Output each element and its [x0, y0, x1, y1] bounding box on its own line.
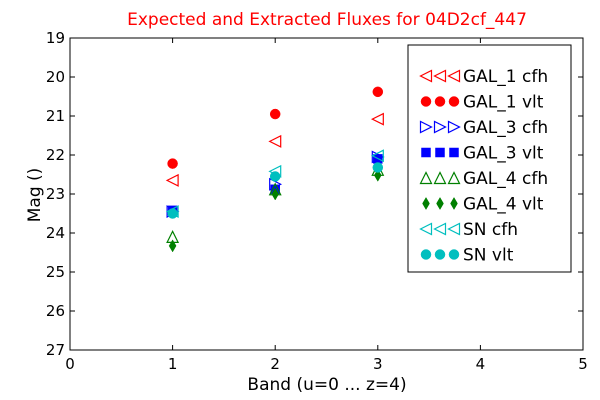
legend-label: GAL_3 cfh — [463, 118, 548, 138]
legend-marker — [447, 120, 461, 134]
legend-box — [407, 44, 572, 273]
x-tick-label: 2 — [270, 355, 280, 373]
data-point — [268, 134, 282, 148]
legend-marker — [435, 147, 445, 158]
legend-label: GAL_1 cfh — [463, 67, 548, 87]
y-tick-label: 23 — [46, 185, 65, 203]
legend-marker — [419, 69, 433, 83]
legend-label: GAL_4 vlt — [463, 195, 544, 215]
legend-marker — [447, 69, 461, 83]
legend-item: GAL_4 cfh — [419, 169, 548, 189]
y-tick-label: 27 — [46, 341, 65, 359]
legend-marker — [420, 249, 432, 260]
legend-label: GAL_3 vlt — [463, 144, 544, 164]
legend-label: GAL_4 cfh — [463, 169, 548, 189]
y-tick-label: 21 — [46, 107, 65, 125]
legend-marker — [419, 171, 433, 185]
x-axis-label: Band (u=0 ... z=4) — [247, 375, 406, 395]
x-tick-label: 5 — [578, 355, 588, 373]
x-tick-label: 0 — [65, 355, 75, 373]
data-point — [269, 171, 281, 182]
series-sn-vlt — [167, 162, 384, 219]
data-point — [167, 208, 178, 219]
x-tick-label: 1 — [168, 355, 178, 373]
legend-marker — [448, 249, 460, 260]
legend-label: SN vlt — [463, 246, 514, 266]
data-point — [168, 239, 177, 253]
legend-marker — [433, 120, 447, 134]
y-tick-label: 26 — [46, 302, 65, 320]
legend-item: GAL_1 vlt — [420, 93, 544, 113]
legend-label: GAL_1 vlt — [463, 93, 544, 113]
y-tick-label: 20 — [46, 68, 65, 86]
legend-item: GAL_3 vlt — [421, 144, 544, 164]
y-tick-label: 24 — [46, 224, 65, 242]
legend-marker — [447, 222, 461, 236]
x-tick-label: 4 — [476, 355, 486, 373]
legend-marker — [422, 197, 430, 210]
legend-marker — [419, 222, 433, 236]
legend-marker — [433, 222, 447, 236]
legend-marker — [447, 171, 461, 185]
data-point — [372, 162, 384, 173]
legend-marker — [436, 197, 444, 210]
data-point — [370, 112, 384, 126]
legend-marker — [434, 96, 446, 107]
series-gal-1-vlt — [167, 86, 384, 169]
legend-marker — [433, 69, 447, 83]
y-tick-label: 22 — [46, 146, 65, 164]
data-point — [269, 108, 281, 120]
data-point — [370, 149, 384, 163]
legend-item: GAL_3 cfh — [419, 118, 548, 138]
legend-marker — [419, 120, 433, 134]
legend: GAL_1 cfh GAL_1 vlt GAL_3 cfh GAL_3 vlt GAL_… — [407, 44, 572, 273]
legend-label: SN cfh — [463, 220, 518, 240]
legend-item: SN vlt — [420, 246, 514, 266]
legend-marker — [420, 96, 432, 107]
legend-marker — [450, 197, 458, 210]
data-point — [165, 173, 179, 187]
series-gal-1-cfh — [165, 112, 384, 187]
chart-title: Expected and Extracted Fluxes for 04D2cf… — [127, 10, 527, 30]
y-tick-label: 25 — [46, 263, 65, 281]
legend-marker — [434, 249, 446, 260]
legend-marker — [421, 147, 431, 158]
legend-item: GAL_4 vlt — [422, 195, 544, 215]
legend-marker — [449, 147, 459, 158]
data-point — [271, 187, 279, 201]
data-point — [372, 86, 384, 98]
legend-marker — [448, 96, 460, 107]
legend-item: GAL_1 cfh — [419, 67, 548, 87]
legend-item: SN cfh — [419, 220, 518, 240]
legend-marker — [433, 171, 447, 185]
data-point — [167, 158, 178, 169]
y-tick-label: 19 — [46, 29, 65, 47]
x-tick-label: 3 — [373, 355, 383, 373]
y-axis-label: Mag () — [25, 168, 45, 223]
